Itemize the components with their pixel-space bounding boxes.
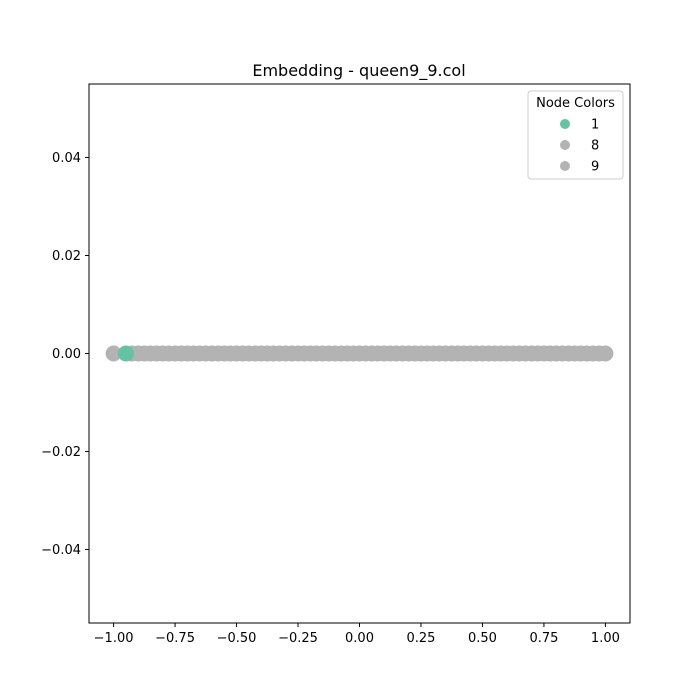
x-tick-label: −0.25	[278, 631, 318, 646]
legend-marker-8	[560, 140, 570, 150]
y-tick-label: 0.00	[52, 347, 81, 362]
y-tick-label: 0.04	[52, 151, 81, 166]
data-point-series-9	[591, 345, 608, 362]
legend-marker-1	[560, 119, 570, 129]
legend-title: Node Colors	[536, 96, 615, 111]
x-tick-label: 1.00	[591, 631, 620, 646]
points-layer	[105, 345, 614, 362]
data-point-series-9	[222, 345, 239, 362]
data-point-series-9	[345, 345, 362, 362]
x-tick-label: −0.50	[217, 631, 257, 646]
x-tick-label: 0.75	[529, 631, 558, 646]
x-tick-label: 0.25	[407, 631, 436, 646]
data-point-series-8	[105, 345, 122, 362]
chart-title: Embedding - queen9_9.col	[252, 61, 465, 81]
y-tick-label: −0.02	[41, 445, 81, 460]
y-axis: −0.04 −0.02 0.00 0.02 0.04	[41, 151, 89, 558]
legend: Node Colors 1 8 9	[527, 90, 624, 180]
data-point-series-9	[468, 345, 485, 362]
plot-area	[88, 83, 631, 624]
x-axis: −1.00 −0.75 −0.50 −0.25 0.00 0.25 0.50 0.75 1.00	[94, 623, 620, 646]
x-tick-label: −0.75	[155, 631, 195, 646]
legend-label-1: 1	[591, 118, 599, 133]
legend-label-9: 9	[591, 160, 599, 175]
y-tick-label: 0.02	[52, 249, 81, 264]
legend-label-8: 8	[591, 139, 599, 154]
x-tick-label: 0.00	[345, 631, 374, 646]
legend-marker-9	[560, 161, 570, 171]
legend-box	[527, 90, 624, 180]
data-point-series-1	[117, 345, 134, 362]
x-tick-label: 0.50	[468, 631, 497, 646]
x-tick-label: −1.00	[94, 631, 134, 646]
y-tick-label: −0.04	[41, 543, 81, 558]
